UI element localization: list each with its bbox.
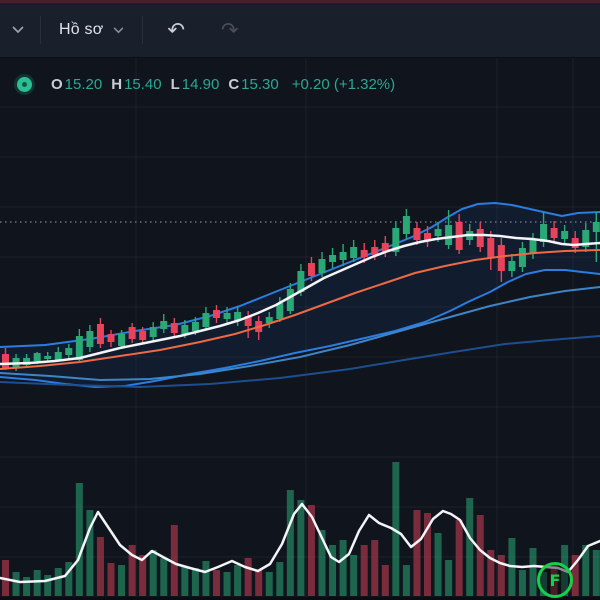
redo-icon: ↷	[221, 18, 239, 42]
watermark-letter: F	[549, 570, 561, 590]
ohlc-legend: O 15.20 H 15.40 L 14.90 C 15.30 +0.20 (+…	[14, 74, 396, 95]
undo-icon: ↶	[167, 18, 185, 42]
chevron-down-icon	[113, 21, 124, 39]
top-accent-strip	[0, 0, 600, 3]
undo-button[interactable]: ↶	[157, 11, 195, 49]
redo-button[interactable]: ↷	[211, 11, 249, 49]
chart-toolbar: Hồ sơ ↶ ↷	[0, 3, 600, 58]
legend-high: H 15.40	[111, 76, 162, 93]
profile-dropdown-label: Hồ sơ	[59, 21, 104, 38]
legend-open: O 15.20	[51, 76, 103, 93]
instrument-status-icon[interactable]	[14, 74, 35, 95]
collapse-dropdown-button[interactable]	[2, 11, 34, 49]
fireant-watermark-logo: F	[537, 562, 573, 598]
legend-low: L 14.90	[170, 76, 220, 93]
toolbar-divider	[142, 16, 144, 44]
profile-dropdown[interactable]: Hồ sơ	[47, 11, 136, 49]
legend-change: +0.20 (+1.32%)	[291, 76, 396, 93]
chevron-down-icon	[12, 21, 24, 39]
toolbar-divider	[40, 16, 41, 44]
legend-close: C 15.30	[228, 76, 279, 93]
